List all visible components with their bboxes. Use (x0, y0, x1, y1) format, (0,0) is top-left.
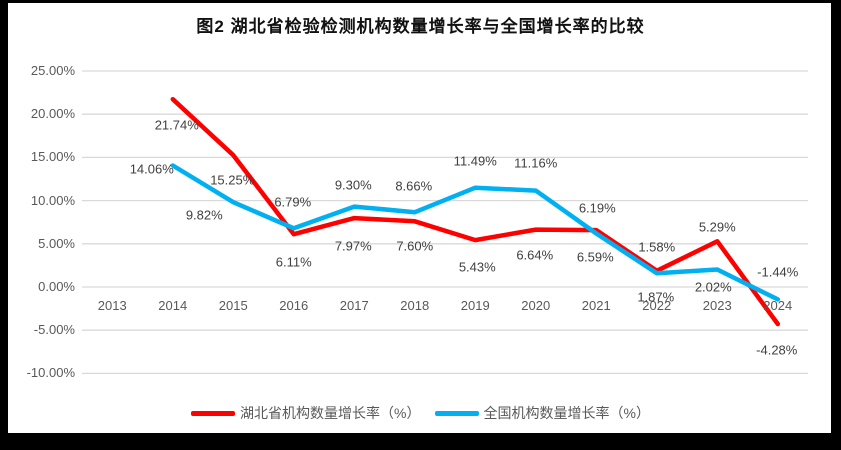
x-tick-label: 2013 (97, 298, 127, 313)
chart-figure: 图2 湖北省检验检测机构数量增长率与全国增长率的比较 25.00% 20.00% 1… (8, 3, 831, 433)
legend-item: 全国机构数量增长率（%） (434, 403, 650, 423)
x-tick-label: 2022 (642, 298, 672, 313)
data-label: -1.44% (757, 264, 799, 280)
x-tick-label: 2016 (279, 298, 309, 313)
x-tick-label: 2014 (158, 298, 188, 313)
data-label: 21.74% (154, 117, 199, 133)
y-tick-label: 20.00% (30, 106, 75, 122)
y-tick-label: -5.00% (33, 322, 75, 338)
chart-title: 图2 湖北省检验检测机构数量增长率与全国增长率的比较 (196, 17, 645, 36)
plot-area (82, 70, 808, 375)
y-tick-label: 5.00% (38, 235, 75, 251)
data-label: 6.19% (578, 200, 616, 216)
chart-stage: 图2 湖北省检验检测机构数量增长率与全国增长率的比较 25.00% 20.00% 1… (8, 3, 831, 433)
x-tick-label: 2015 (218, 298, 248, 313)
legend-item: 湖北省机构数量增长率（%） (191, 403, 421, 423)
data-label: 1.87% (637, 289, 675, 305)
data-label: 6.64% (516, 247, 554, 263)
data-label: 5.29% (698, 219, 736, 235)
x-tick-label: 2020 (521, 298, 551, 313)
legend: 湖北省机构数量增长率（%） 全国机构数量增长率（%） (8, 403, 831, 423)
x-tick-label: 2018 (400, 298, 430, 313)
data-label: 1.58% (638, 239, 676, 255)
legend-line-swatch (191, 410, 236, 416)
data-label: 8.66% (395, 178, 433, 194)
data-label: 6.11% (275, 254, 312, 270)
y-tick-label: -10.00% (26, 365, 75, 381)
data-label: 7.97% (334, 238, 372, 254)
data-label: 6.79% (274, 194, 312, 210)
legend-label: 全国机构数量增长率（%） (483, 405, 650, 421)
data-label: 14.06% (129, 161, 174, 177)
data-label: 9.30% (334, 177, 372, 193)
data-label: 5.43% (458, 259, 496, 275)
data-label: 15.25% (210, 172, 255, 188)
legend-line-swatch (434, 410, 479, 416)
legend-label: 湖北省机构数量增长率（%） (240, 405, 421, 421)
y-tick-label: 25.00% (30, 63, 75, 78)
x-tick-label: 2024 (763, 298, 793, 313)
data-label: 2.02% (694, 279, 732, 295)
x-tick-label: 2019 (460, 298, 490, 313)
data-label: 9.82% (185, 207, 223, 223)
series-line-national (170, 163, 781, 302)
y-tick-label: 10.00% (30, 192, 75, 208)
data-label: 6.59% (576, 249, 614, 265)
y-tick-label: 0.00% (38, 279, 75, 294)
data-label: 7.60% (396, 238, 434, 254)
x-tick-label: 2021 (581, 298, 611, 313)
data-label: -4.28% (756, 342, 798, 358)
x-tick-label: 2017 (339, 298, 369, 313)
data-label: 11.49% (453, 153, 497, 169)
data-label: 11.16% (514, 155, 558, 171)
y-tick-label: 15.00% (30, 149, 75, 165)
series-line-hubei (170, 96, 781, 327)
x-tick-label: 2023 (702, 298, 732, 313)
